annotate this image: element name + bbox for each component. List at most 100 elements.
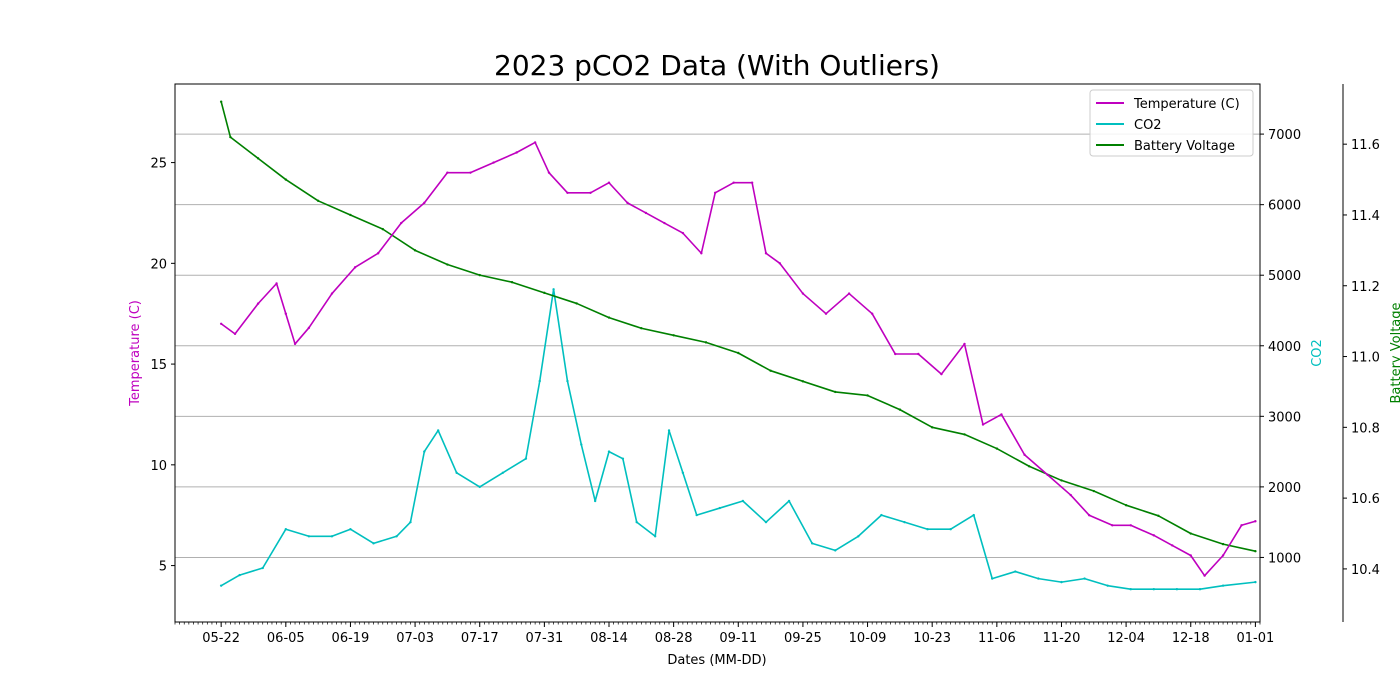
batt-data-point <box>219 100 223 103</box>
co2-data-point <box>695 513 698 517</box>
batt-data-point <box>801 380 805 383</box>
temp-data-point <box>446 171 449 174</box>
temp-data-point <box>423 201 426 205</box>
temp-tick-label: 15 <box>150 358 167 373</box>
temp-data-point <box>400 221 403 225</box>
co2-data-point <box>524 457 528 460</box>
batt-data-point <box>413 249 417 252</box>
temp-data-point <box>963 342 966 346</box>
co2-data-point <box>718 506 722 510</box>
co2-data-point <box>1221 584 1225 587</box>
co2-data-point <box>834 549 837 552</box>
co2-tick-label: 6000 <box>1268 199 1301 214</box>
batt-data-point <box>1027 465 1031 468</box>
batt-data-point <box>256 157 260 160</box>
batt-data-point <box>543 291 546 295</box>
co2-data-point <box>880 513 883 517</box>
battery-tick-label: 10.4 <box>1351 563 1380 578</box>
co2-data-point <box>1037 577 1040 580</box>
batt-data-point <box>930 426 934 429</box>
temp-data-point <box>1023 453 1026 456</box>
temp-data-point <box>307 326 311 330</box>
batt-data-point <box>1189 532 1192 535</box>
co2-data-point <box>330 535 334 538</box>
batt-data-point <box>1060 479 1063 482</box>
temp-data-point <box>847 292 851 295</box>
batt-data-point <box>284 178 288 181</box>
batt-data-point <box>1254 550 1257 553</box>
temp-data-point <box>700 252 703 255</box>
batt-data-point <box>607 316 611 319</box>
axes: 05-22 06-05 06-19 07-03 07-17 07-31 08-14 08-28… <box>150 84 1380 646</box>
temp-data-point <box>1189 554 1192 557</box>
temp-data-point <box>547 171 551 174</box>
co2-data-point <box>552 288 555 291</box>
batt-data-point <box>510 281 514 284</box>
x-tick-label: 10-09 <box>849 631 887 646</box>
batt-data-point <box>866 394 869 397</box>
temp-data-point <box>940 372 943 376</box>
co2-data-point <box>991 577 994 580</box>
temp-data-point <box>1152 534 1156 537</box>
temp-data-point <box>284 312 288 315</box>
temperature-axis-label: Temperature (C) <box>128 300 143 407</box>
temp-data-point <box>644 211 648 215</box>
temp-data-point <box>293 342 297 346</box>
temp-data-point <box>219 322 223 325</box>
temp-data-point <box>533 141 537 144</box>
temp-data-point <box>870 312 874 315</box>
x-tick-label: 07-31 <box>525 631 563 646</box>
co2-data-point <box>787 499 791 503</box>
co2-data-point <box>1175 587 1179 591</box>
battery-tick-label: 11.0 <box>1351 351 1380 366</box>
legend: Temperature (C) CO2 Battery Voltage <box>1089 89 1254 157</box>
temp-data-point <box>732 181 735 184</box>
batt-data-point <box>995 447 999 450</box>
co2-data-point <box>1106 584 1109 587</box>
temp-data-point <box>981 423 985 426</box>
x-tick-label: 01-01 <box>1236 631 1274 646</box>
temp-data-point <box>469 171 472 174</box>
battery-tick-label: 10.8 <box>1351 421 1380 436</box>
co2-data-point <box>607 450 611 453</box>
batt-series-line <box>220 101 1256 552</box>
co2-tick-label: 3000 <box>1268 410 1301 425</box>
temp-data-point <box>275 282 278 285</box>
temp-data-point <box>917 352 920 356</box>
x-tick-label: 10-23 <box>913 631 951 646</box>
legend-entry: Temperature (C) <box>1133 97 1240 112</box>
batt-data-point <box>349 213 352 217</box>
temp-data-point <box>778 262 782 265</box>
co2-data-point <box>926 528 929 531</box>
temp-data-point <box>1221 554 1225 557</box>
temp-data-point <box>713 191 717 195</box>
x-tick-label: 07-03 <box>396 631 434 646</box>
x-axis-label: Dates (MM-DD) <box>667 653 766 668</box>
legend-entry: Battery Voltage <box>1134 139 1235 154</box>
battery-axis-label: Battery Voltage <box>1389 302 1400 403</box>
temp-data-point <box>1069 493 1072 497</box>
co2-tick-label: 4000 <box>1268 340 1301 355</box>
batt-data-point <box>640 327 643 330</box>
x-tick-label: 05-22 <box>202 631 240 646</box>
plot-series <box>219 100 1257 591</box>
co2-data-point <box>478 485 481 489</box>
co2-data-point <box>1152 587 1156 591</box>
x-tick-label: 08-14 <box>590 631 628 646</box>
batt-data-point <box>963 433 966 436</box>
x-tick-label: 09-25 <box>784 631 822 646</box>
temp-data-point <box>566 191 569 195</box>
co2-data-point <box>538 379 541 383</box>
legend-entry: CO2 <box>1134 118 1162 133</box>
co2-data-point <box>455 471 458 474</box>
co2-data-point <box>349 528 352 531</box>
temp-data-point <box>750 181 754 184</box>
battery-tick-label: 10.6 <box>1351 492 1380 507</box>
batt-data-point <box>575 302 578 305</box>
temp-tick-label: 10 <box>150 459 167 474</box>
temp-data-point <box>1046 473 1049 477</box>
temp-data-point <box>376 252 380 255</box>
batt-data-point <box>769 369 772 372</box>
batt-data-point <box>834 390 837 394</box>
temp-data-point <box>515 151 518 154</box>
